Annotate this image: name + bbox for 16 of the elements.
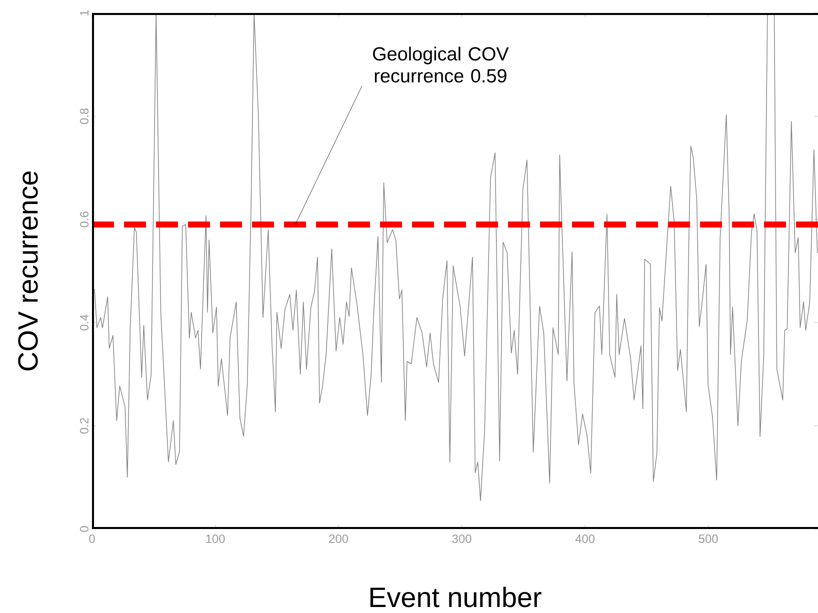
y-axis-title: COV recurrence [18, 172, 38, 370]
y-tick-label: 0.6 [80, 212, 88, 228]
ref-line-label: Geological COV recurrence 0.59 [373, 46, 509, 83]
y-tick-label: 1 [80, 10, 88, 16]
x-tick-label: 400 [575, 534, 595, 543]
x-tick-label: 100 [206, 534, 225, 543]
x-tick-label: 300 [452, 534, 472, 543]
x-axis-title: Event number [370, 586, 542, 608]
y-tick-label: 0.2 [80, 418, 88, 434]
x-tick-label: 200 [329, 534, 348, 543]
x-tick-label: 0 [89, 534, 95, 543]
y-tick-label: 0.4 [80, 314, 88, 330]
line-series [94, 12, 818, 501]
x-tick-label: 500 [698, 534, 718, 543]
y-tick-label: 0.8 [80, 108, 88, 124]
y-tick-label: 0 [80, 526, 88, 532]
